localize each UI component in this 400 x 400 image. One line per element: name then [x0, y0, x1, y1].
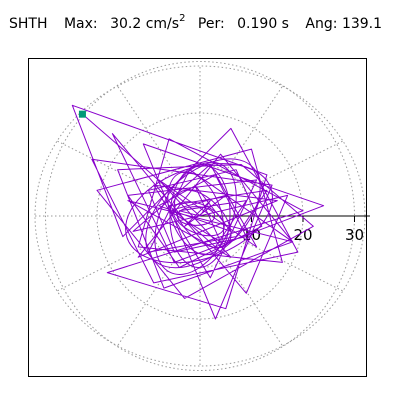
radial-tick-label: 20: [293, 226, 312, 244]
station-code: SHTH: [9, 16, 48, 32]
ang-value: 139.1: [341, 16, 383, 32]
max-unit: cm/s2: [145, 13, 186, 32]
ang-label: Ang:: [305, 16, 338, 32]
trace-loop: [154, 161, 237, 275]
grid-spoke-120: [117, 85, 175, 172]
grid-spoke-240: [117, 260, 175, 347]
per-label: Per:: [197, 16, 225, 32]
plot-frame: [28, 58, 367, 377]
grid-spoke-330: [244, 241, 344, 292]
motion-trace: [71, 104, 325, 320]
trace-path: [71, 104, 325, 320]
trace-loop: [125, 163, 273, 264]
trace-loop: [174, 189, 232, 249]
peak-line: [82, 113, 201, 217]
radial-tick-label: 30: [345, 226, 364, 244]
trace-loop: [167, 171, 225, 256]
grid-spoke-60: [225, 85, 283, 172]
grid-spoke-150: [56, 140, 156, 191]
trace-loop: [145, 158, 261, 269]
grid-spoke-210: [56, 241, 156, 292]
trace-loop: [169, 164, 231, 268]
chart-header: SHTH Max: 30.2 cm/s2 Per: 0.190 s Ang: 1…: [9, 14, 382, 34]
per-value: 0.190 s: [237, 16, 289, 32]
peak-marker: [78, 110, 86, 118]
max-value: 30.2: [110, 16, 142, 32]
grid-spoke-300: [225, 260, 283, 347]
peak-marker-group: [78, 110, 201, 217]
max-label: Max:: [63, 16, 98, 32]
